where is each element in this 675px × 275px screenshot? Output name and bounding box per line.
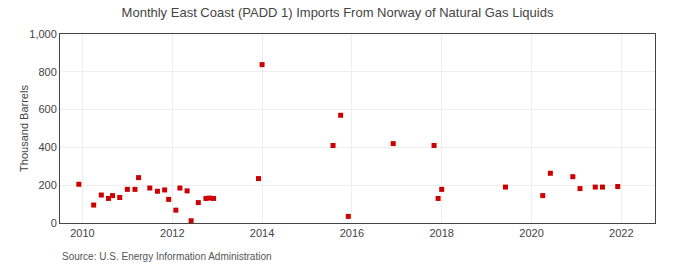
svg-text:400: 400 <box>38 141 56 153</box>
svg-text:2020: 2020 <box>519 227 543 239</box>
svg-text:1,000: 1,000 <box>29 28 57 40</box>
svg-text:600: 600 <box>38 103 56 115</box>
svg-text:Monthly East Coast (PADD 1) Im: Monthly East Coast (PADD 1) Imports From… <box>122 5 554 20</box>
svg-text:0: 0 <box>51 217 57 229</box>
svg-text:2014: 2014 <box>250 227 274 239</box>
svg-text:Source: U.S. Energy Informatio: Source: U.S. Energy Information Administ… <box>62 251 272 262</box>
svg-text:2010: 2010 <box>70 227 94 239</box>
svg-text:200: 200 <box>38 179 56 191</box>
svg-text:2016: 2016 <box>340 227 364 239</box>
svg-text:800: 800 <box>38 66 56 78</box>
svg-text:2022: 2022 <box>609 227 633 239</box>
svg-text:2018: 2018 <box>429 227 453 239</box>
svg-text:2012: 2012 <box>160 227 184 239</box>
svg-text:Thousand Barrels: Thousand Barrels <box>18 85 30 172</box>
